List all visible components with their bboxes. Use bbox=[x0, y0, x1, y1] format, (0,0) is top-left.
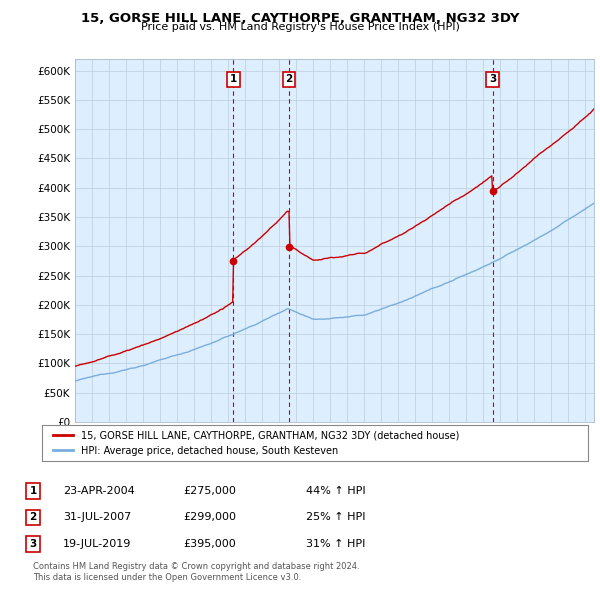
Text: 2: 2 bbox=[29, 513, 37, 522]
Text: £275,000: £275,000 bbox=[183, 486, 236, 496]
Text: 31-JUL-2007: 31-JUL-2007 bbox=[63, 513, 131, 522]
Text: 3: 3 bbox=[29, 539, 37, 549]
Text: 23-APR-2004: 23-APR-2004 bbox=[63, 486, 135, 496]
Text: £395,000: £395,000 bbox=[183, 539, 236, 549]
Text: 31% ↑ HPI: 31% ↑ HPI bbox=[306, 539, 365, 549]
Text: 1: 1 bbox=[29, 486, 37, 496]
Text: 44% ↑ HPI: 44% ↑ HPI bbox=[306, 486, 365, 496]
Text: 2: 2 bbox=[286, 74, 293, 84]
Text: £299,000: £299,000 bbox=[183, 513, 236, 522]
Text: Price paid vs. HM Land Registry's House Price Index (HPI): Price paid vs. HM Land Registry's House … bbox=[140, 22, 460, 32]
Text: 1: 1 bbox=[230, 74, 237, 84]
Text: 3: 3 bbox=[489, 74, 496, 84]
Text: 25% ↑ HPI: 25% ↑ HPI bbox=[306, 513, 365, 522]
Text: Contains HM Land Registry data © Crown copyright and database right 2024.
This d: Contains HM Land Registry data © Crown c… bbox=[33, 562, 359, 582]
Text: 15, GORSE HILL LANE, CAYTHORPE, GRANTHAM, NG32 3DY: 15, GORSE HILL LANE, CAYTHORPE, GRANTHAM… bbox=[81, 12, 519, 25]
Text: 19-JUL-2019: 19-JUL-2019 bbox=[63, 539, 131, 549]
Legend: 15, GORSE HILL LANE, CAYTHORPE, GRANTHAM, NG32 3DY (detached house), HPI: Averag: 15, GORSE HILL LANE, CAYTHORPE, GRANTHAM… bbox=[50, 427, 463, 460]
